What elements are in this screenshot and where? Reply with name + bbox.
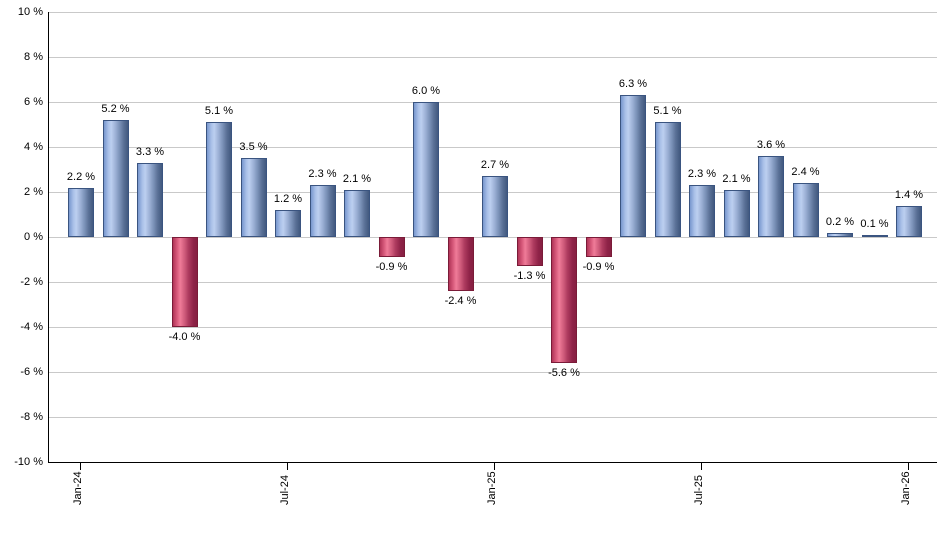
y-axis-label: 6 % xyxy=(24,96,43,108)
bar xyxy=(447,237,474,291)
x-axis-tick xyxy=(494,462,495,470)
y-axis-label: 2 % xyxy=(24,186,43,198)
bar-value-label: -0.9 % xyxy=(582,261,615,274)
y-axis-label: 0 % xyxy=(24,231,43,243)
bar xyxy=(689,185,715,237)
gridline xyxy=(49,147,937,148)
y-axis-label: 4 % xyxy=(24,141,43,153)
bar xyxy=(171,237,198,327)
bar-value-label: 0.2 % xyxy=(825,215,855,228)
bar-value-label: 2.1 % xyxy=(722,172,751,185)
bar xyxy=(378,237,405,258)
bar xyxy=(792,183,819,237)
y-axis-label: -2 % xyxy=(20,276,43,288)
x-axis-tick-label: Jan-26 xyxy=(900,471,912,505)
x-axis-tick-label: Jan-24 xyxy=(72,471,84,505)
plot-area: 2.2 % 5.2 % 3.3 % -4.0 % 5.1 % 3.5 % 1.2 % 2.3 … xyxy=(48,12,937,463)
bar xyxy=(275,210,301,237)
bar xyxy=(413,102,439,237)
x-axis-tick-label: Jan-25 xyxy=(486,471,498,505)
gridline xyxy=(49,372,937,373)
bar xyxy=(206,122,232,237)
bar-value-label: 2.3 % xyxy=(687,168,717,181)
y-axis-label: -8 % xyxy=(20,411,43,423)
bar-value-label: 1.2 % xyxy=(273,193,303,205)
bar xyxy=(896,205,922,237)
gridline xyxy=(49,57,937,58)
bar-value-label: 5.2 % xyxy=(101,103,130,115)
bar xyxy=(827,232,853,237)
bar-value-label: -0.9 % xyxy=(375,261,408,274)
gridline xyxy=(49,417,937,418)
y-axis-label: -4 % xyxy=(20,321,43,333)
bar-value-label: 3.5 % xyxy=(239,141,268,154)
bar xyxy=(68,187,94,237)
bar xyxy=(344,189,370,237)
bar-value-label: 3.6 % xyxy=(756,139,786,151)
y-axis-label: 10 % xyxy=(17,6,43,18)
bar-value-label: 2.2 % xyxy=(66,170,96,183)
bar-value-label: -5.6 % xyxy=(548,367,580,379)
x-axis-tick xyxy=(287,462,288,470)
bar-value-label: 5.1 % xyxy=(653,105,682,118)
x-axis-tick xyxy=(80,462,81,470)
bar xyxy=(482,176,508,237)
bar xyxy=(551,237,577,363)
bar-value-label: -1.3 % xyxy=(513,270,546,283)
x-axis-tick-label: Jul-25 xyxy=(693,475,705,505)
bar xyxy=(585,237,612,258)
bar xyxy=(516,237,543,267)
bar xyxy=(240,158,267,237)
x-axis-tick-label: Jul-24 xyxy=(279,475,291,505)
bar xyxy=(137,162,163,237)
bar xyxy=(309,185,336,237)
gridline xyxy=(49,12,937,13)
bar-value-label: 2.3 % xyxy=(308,168,337,181)
gridline xyxy=(49,327,937,328)
bar xyxy=(758,156,784,237)
bar-value-label: 0.1 % xyxy=(860,217,889,230)
y-axis-label: -10 % xyxy=(14,456,43,468)
bar-value-label: 2.4 % xyxy=(791,166,820,178)
bar-value-label: 1.4 % xyxy=(894,188,924,201)
bar-value-label: 2.1 % xyxy=(342,172,372,185)
bar xyxy=(861,234,888,237)
bar-value-label: -2.4 % xyxy=(444,295,477,307)
bar xyxy=(654,122,681,237)
y-axis-label: -6 % xyxy=(20,366,43,378)
gridline xyxy=(49,237,937,238)
bar-value-label: 5.1 % xyxy=(204,105,234,118)
x-axis-tick xyxy=(908,462,909,470)
bar xyxy=(723,189,750,237)
bar-value-label: 3.3 % xyxy=(135,145,165,158)
bar-value-label: 6.3 % xyxy=(618,78,648,91)
x-axis-tick xyxy=(701,462,702,470)
y-axis-label: 8 % xyxy=(24,51,43,63)
bar-value-label: 2.7 % xyxy=(480,159,510,172)
gridline xyxy=(49,102,937,103)
bar-value-label: 6.0 % xyxy=(411,85,441,97)
gridline xyxy=(49,282,937,283)
bar xyxy=(620,95,646,237)
bar-value-label: -4.0 % xyxy=(168,331,201,343)
bar xyxy=(102,120,129,237)
